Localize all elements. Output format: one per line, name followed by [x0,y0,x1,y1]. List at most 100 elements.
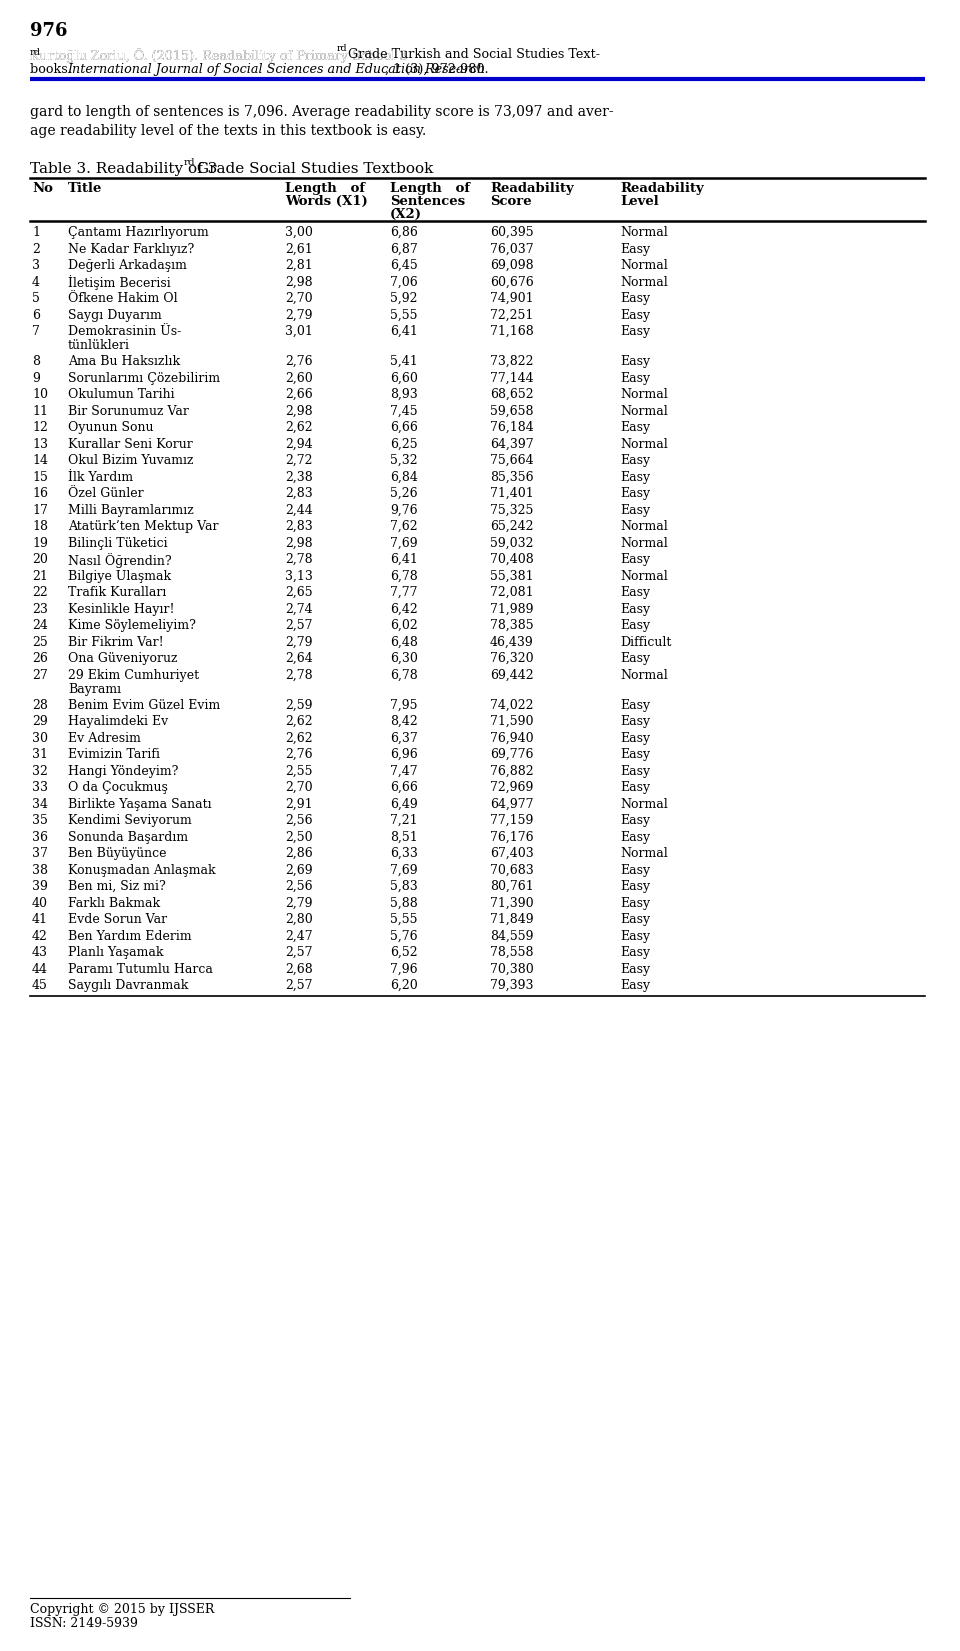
Text: Normal: Normal [620,259,668,272]
Text: International Journal of Social Sciences and Education Research: International Journal of Social Sciences… [67,63,485,76]
Text: Easy: Easy [620,421,650,434]
Text: 24: 24 [32,619,48,632]
Text: Easy: Easy [620,814,650,827]
Text: 2,56: 2,56 [285,880,313,893]
Text: 2,65: 2,65 [285,586,313,599]
Text: 55,381: 55,381 [490,570,534,583]
Text: 10: 10 [32,388,48,401]
Text: 6,42: 6,42 [390,603,418,616]
Text: 2,78: 2,78 [285,553,313,566]
Text: 19: 19 [32,537,48,550]
Text: 70,408: 70,408 [490,553,534,566]
Text: 6,84: 6,84 [390,471,418,484]
Text: 27: 27 [32,669,48,682]
Text: 7: 7 [32,325,40,338]
Text: 76,037: 76,037 [490,243,534,256]
Text: O da Çocukmuş: O da Çocukmuş [68,781,168,794]
Text: 29: 29 [32,715,48,728]
Text: 7,47: 7,47 [390,764,418,778]
Text: 77,144: 77,144 [490,371,534,385]
Text: 2,57: 2,57 [285,946,313,959]
Text: Trafik Kuralları: Trafik Kuralları [68,586,166,599]
Text: 6,87: 6,87 [390,243,418,256]
Text: Readability: Readability [620,182,704,195]
Text: 2,76: 2,76 [285,355,313,368]
Text: 64,977: 64,977 [490,797,534,811]
Text: 74,901: 74,901 [490,292,534,305]
Text: Easy: Easy [620,731,650,745]
Text: 5,32: 5,32 [390,454,418,467]
Text: Normal: Normal [620,404,668,418]
Text: 2,78: 2,78 [285,669,313,682]
Text: Kurtoğlu Zorlu, Ö. (2015). Readability of Primary School 3: Kurtoğlu Zorlu, Ö. (2015). Readability o… [30,48,408,63]
Text: 5,55: 5,55 [390,309,418,322]
Text: 2,59: 2,59 [285,698,313,712]
Text: 37: 37 [32,847,48,860]
Text: 5: 5 [32,292,40,305]
Text: rd: rd [183,158,196,167]
Text: 2,62: 2,62 [285,731,313,745]
Text: Kurallar Seni Korur: Kurallar Seni Korur [68,438,193,451]
Text: Normal: Normal [620,520,668,533]
Text: tünlükleri: tünlükleri [68,338,130,352]
Text: 70,683: 70,683 [490,863,534,877]
Text: Normal: Normal [620,438,668,451]
Text: Normal: Normal [620,226,668,239]
Text: Değerli Arkadaşım: Değerli Arkadaşım [68,259,187,272]
Text: 2,80: 2,80 [285,913,313,926]
Text: rd: rd [30,48,41,58]
Text: 64,397: 64,397 [490,438,534,451]
Text: Sentences: Sentences [390,195,466,208]
Text: 5,83: 5,83 [390,880,418,893]
Text: 6,66: 6,66 [390,781,418,794]
Text: 72,251: 72,251 [490,309,534,322]
Text: Easy: Easy [620,292,650,305]
Text: 2,44: 2,44 [285,504,313,517]
Text: 976: 976 [30,21,67,40]
Text: 69,442: 69,442 [490,669,534,682]
Text: 6,66: 6,66 [390,421,418,434]
Text: 2,98: 2,98 [285,276,313,289]
Text: 2,79: 2,79 [285,309,313,322]
Text: 6,49: 6,49 [390,797,418,811]
Text: Length   of: Length of [390,182,470,195]
Text: Kurtoğlu Zorlu, Ö. (2015). Readability of Primary School 3rd: Kurtoğlu Zorlu, Ö. (2015). Readability o… [30,48,421,63]
Text: 71,390: 71,390 [490,896,534,910]
Text: Length   of: Length of [285,182,365,195]
Text: 65,242: 65,242 [490,520,534,533]
Text: 76,320: 76,320 [490,652,534,665]
Text: Ona Güveniyoruz: Ona Güveniyoruz [68,652,178,665]
Text: 67,403: 67,403 [490,847,534,860]
Text: 2,98: 2,98 [285,537,313,550]
Text: 14: 14 [32,454,48,467]
Text: 4: 4 [32,276,40,289]
Text: 5,55: 5,55 [390,913,418,926]
Text: 2,70: 2,70 [285,781,313,794]
Text: 6,33: 6,33 [390,847,418,860]
Text: 42: 42 [32,930,48,943]
Text: Kesinlikle Hayır!: Kesinlikle Hayır! [68,603,175,616]
Text: Evimizin Tarifi: Evimizin Tarifi [68,748,160,761]
Text: Özel Günler: Özel Günler [68,487,144,500]
Text: 40: 40 [32,896,48,910]
Text: 16: 16 [32,487,48,500]
Text: Easy: Easy [620,371,650,385]
Text: Easy: Easy [620,979,650,992]
Text: 2,64: 2,64 [285,652,313,665]
Text: Demokrasinin Üs-: Demokrasinin Üs- [68,325,181,338]
Text: 72,081: 72,081 [490,586,534,599]
Text: Easy: Easy [620,487,650,500]
Text: 71,168: 71,168 [490,325,534,338]
Text: 8,51: 8,51 [390,830,418,844]
Text: 6,78: 6,78 [390,669,418,682]
Text: Farklı Bakmak: Farklı Bakmak [68,896,160,910]
Text: 60,395: 60,395 [490,226,534,239]
Text: 2,70: 2,70 [285,292,313,305]
Text: 9: 9 [32,371,40,385]
Text: 68,652: 68,652 [490,388,534,401]
Text: Easy: Easy [620,619,650,632]
Text: 2,57: 2,57 [285,979,313,992]
Text: Milli Bayramlarımız: Milli Bayramlarımız [68,504,194,517]
Text: 2,83: 2,83 [285,487,313,500]
Text: Copyright © 2015 by IJSSER: Copyright © 2015 by IJSSER [30,1603,214,1616]
